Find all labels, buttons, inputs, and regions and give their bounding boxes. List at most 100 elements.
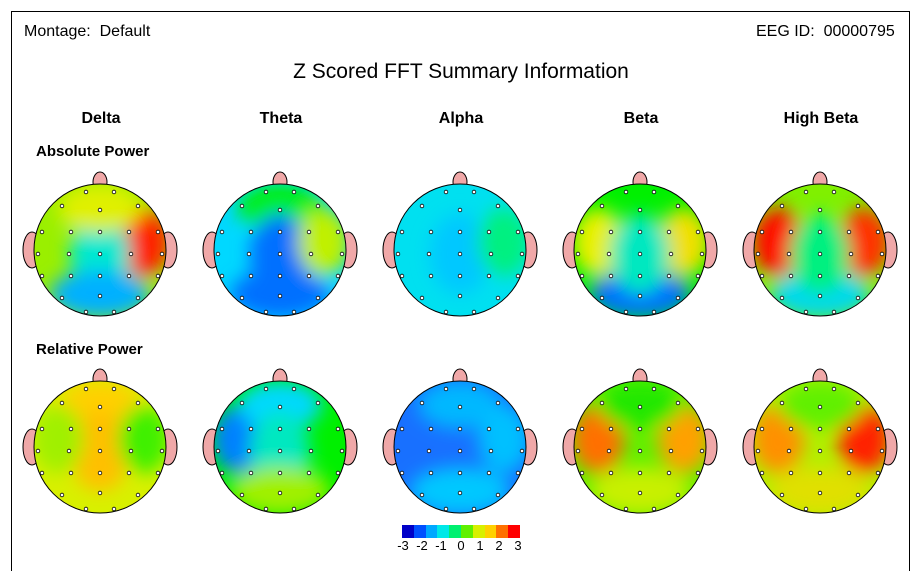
electrode — [215, 251, 221, 257]
electrode — [488, 251, 494, 257]
electrode — [675, 400, 681, 406]
electrode — [695, 273, 701, 279]
montage-value: Default — [99, 23, 151, 40]
electrode — [623, 309, 629, 315]
row-label-relative-power: Relative Power — [36, 341, 143, 358]
head-outline — [393, 380, 527, 514]
electrode — [788, 229, 794, 235]
electrode — [831, 506, 837, 512]
electrode — [855, 295, 861, 301]
band-high-beta: High Beta — [783, 110, 859, 127]
electrode — [335, 470, 341, 476]
scale-tick: 3 — [514, 538, 522, 553]
electrode — [277, 229, 283, 235]
electrode — [817, 251, 823, 257]
electrode — [846, 470, 852, 476]
electrode — [219, 470, 225, 476]
electrode — [779, 203, 785, 209]
electrode — [126, 273, 132, 279]
electrode — [606, 251, 612, 257]
electrode — [239, 400, 245, 406]
electrode — [608, 470, 614, 476]
electrode — [97, 490, 103, 496]
head-outline — [753, 183, 887, 317]
head-blobs — [754, 208, 886, 316]
electrode — [308, 251, 314, 257]
electrode — [599, 400, 605, 406]
electrode — [215, 448, 221, 454]
montage-label: Montage: — [24, 23, 91, 40]
scale-tick: 1 — [476, 538, 484, 553]
electrode — [419, 400, 425, 406]
electrode — [97, 470, 103, 476]
electrode — [97, 426, 103, 432]
electrode — [803, 309, 809, 315]
scale-swatch — [472, 525, 485, 538]
electrode — [219, 273, 225, 279]
band-delta: Delta — [81, 110, 121, 127]
activation-blob — [118, 208, 166, 276]
electrode — [277, 470, 283, 476]
electrode — [515, 229, 521, 235]
head-fill — [214, 184, 346, 316]
scale-swatch — [484, 525, 497, 538]
electrode — [248, 273, 254, 279]
electrode — [515, 426, 521, 432]
electrode — [315, 400, 321, 406]
electrode — [128, 448, 134, 454]
electrode — [97, 293, 103, 299]
scale-swatch — [402, 525, 414, 538]
head-map — [22, 368, 178, 514]
electrode — [579, 273, 585, 279]
electrode — [68, 273, 74, 279]
electrode — [486, 273, 492, 279]
electrode — [135, 492, 141, 498]
electrode — [579, 229, 585, 235]
activation-blob — [658, 405, 706, 473]
electrode — [457, 207, 463, 213]
electrode — [786, 251, 792, 257]
activation-blob — [478, 208, 526, 276]
head-outline — [33, 380, 167, 514]
electrode — [651, 189, 657, 195]
electrode — [155, 470, 161, 476]
electrode — [579, 426, 585, 432]
electrode — [399, 273, 405, 279]
electrode — [135, 295, 141, 301]
electrode — [488, 448, 494, 454]
electrode — [779, 492, 785, 498]
head-fill — [574, 184, 706, 316]
electrode — [291, 189, 297, 195]
electrode — [875, 229, 881, 235]
electrode — [471, 309, 477, 315]
electrode — [855, 400, 861, 406]
activation-blob — [118, 405, 166, 473]
electrode — [428, 470, 434, 476]
electrode — [239, 492, 245, 498]
electrode — [623, 506, 629, 512]
electrode — [695, 229, 701, 235]
electrode — [755, 448, 761, 454]
scale-tick: -2 — [416, 538, 428, 553]
electrode — [97, 448, 103, 454]
head-map — [382, 368, 538, 514]
electrode — [159, 448, 165, 454]
electrode — [575, 251, 581, 257]
electrode — [426, 448, 432, 454]
electrode — [855, 492, 861, 498]
electrode — [277, 207, 283, 213]
activation-blob — [838, 405, 886, 473]
montage-info: Montage: Default — [24, 23, 150, 41]
electrode — [339, 448, 345, 454]
electrode — [675, 492, 681, 498]
electrode — [306, 426, 312, 432]
electrode — [219, 426, 225, 432]
electrode — [83, 189, 89, 195]
electrode — [335, 229, 341, 235]
electrode — [651, 386, 657, 392]
head-map — [562, 171, 718, 317]
electrode — [637, 293, 643, 299]
electrode — [846, 229, 852, 235]
electrode — [339, 251, 345, 257]
electrode — [39, 426, 45, 432]
